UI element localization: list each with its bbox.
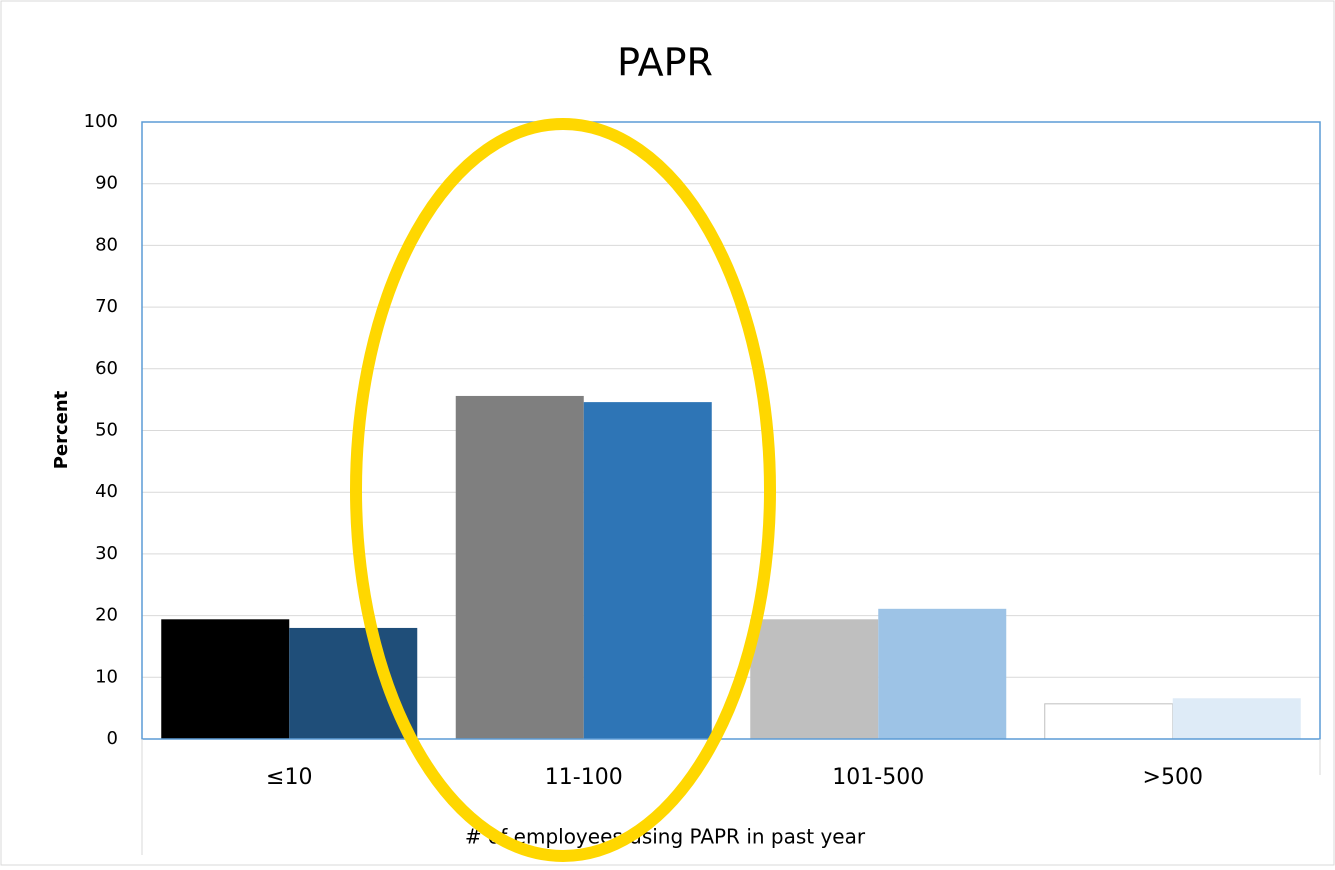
y-tick-label: 100 [84,111,118,132]
x-tick-label: ≤10 [266,765,312,790]
bar [161,619,290,739]
y-tick-label: 70 [95,296,118,317]
plot-border [141,121,1321,740]
bar [1172,698,1301,739]
y-tick-label: 40 [95,481,118,502]
y-tick-label: 60 [95,358,118,379]
bar [583,402,712,739]
y-tick-label: 50 [95,420,118,441]
y-tick-label: 30 [95,543,118,564]
y-tick-label: 80 [95,234,118,255]
y-tick-label: 90 [95,173,118,194]
x-tick-label: 101-500 [832,765,924,790]
y-axis-label: Percent [51,390,72,469]
y-tick-label: 0 [107,728,118,749]
x-axis-label: # of employees using PAPR in past year [465,825,866,849]
bar [750,619,879,739]
chart-title: PAPR [617,41,713,85]
highlight-ellipse [350,118,776,862]
x-tick-label: >500 [1143,765,1203,790]
bar [878,608,1007,739]
y-tick-label: 20 [95,605,118,626]
bar [455,395,584,739]
bars [161,395,1301,740]
y-tick-label: 10 [95,666,118,687]
x-tick-label: 11-100 [545,765,623,790]
bar [1044,703,1174,740]
